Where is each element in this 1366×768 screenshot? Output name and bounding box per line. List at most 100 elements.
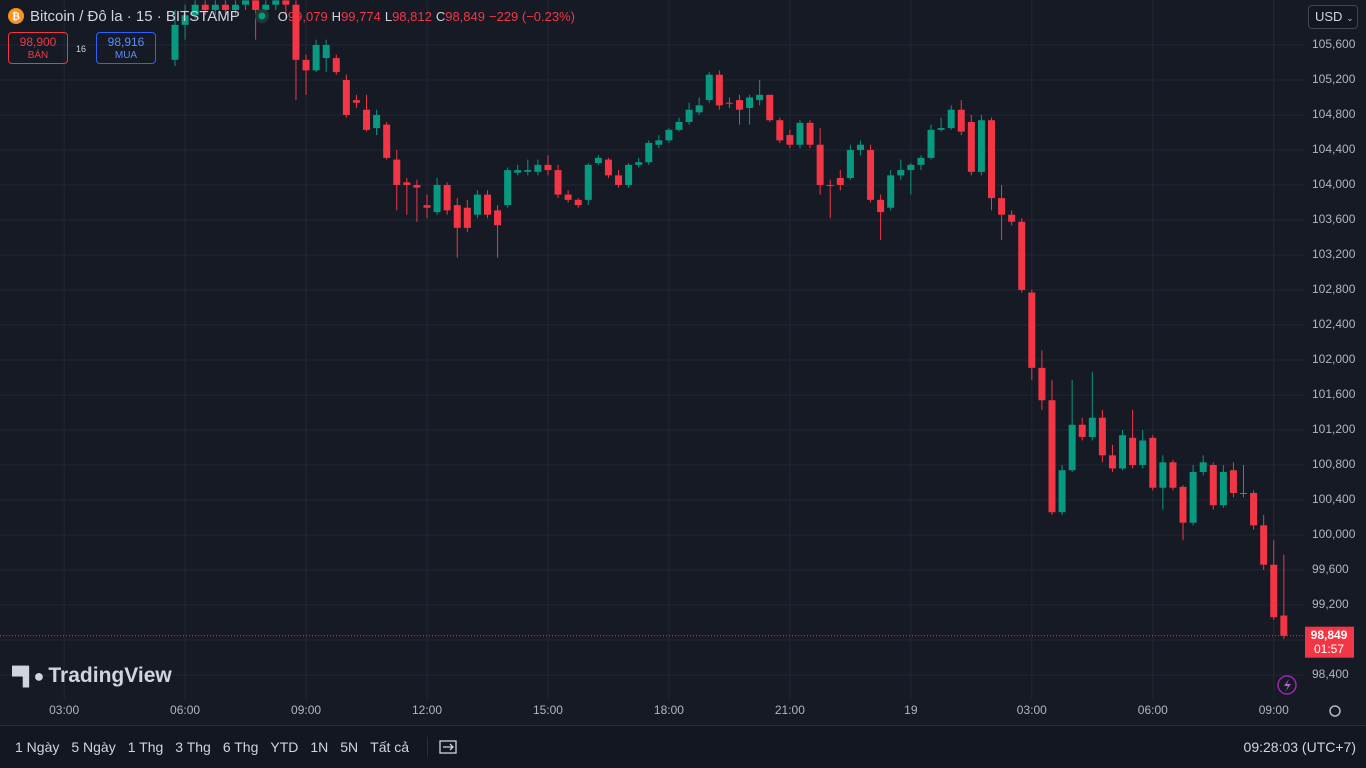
clock[interactable]: 09:28:03 (UTC+7) (1243, 739, 1356, 755)
symbol-header: ₿ Bitcoin / Đô la · 15 · BITSTAMP O 99,07… (8, 6, 575, 26)
countdown-label: 01:57 (1314, 642, 1344, 656)
ohlc-key: H (331, 8, 342, 24)
candle-body (483, 194, 491, 215)
range-button[interactable]: Tất cả (370, 739, 410, 755)
candle-body (312, 44, 320, 71)
candle-body (1028, 292, 1036, 368)
ohlc-values: O 99,079 H 99,774 L 98,812 C 98,849 (278, 9, 489, 24)
x-tick-label: 19 (904, 703, 918, 717)
candle-body (977, 120, 985, 172)
buy-label: MUA (114, 50, 138, 61)
ohlc-value: 99,774 (341, 8, 381, 24)
candle-body (1189, 471, 1197, 523)
candle-body (332, 58, 340, 73)
candle-body (564, 194, 572, 200)
candle-body (534, 164, 542, 172)
candle-body (1149, 437, 1157, 488)
candle-body (282, 0, 290, 5)
candle-body (322, 44, 330, 59)
candle-body (352, 100, 360, 103)
range-button[interactable]: YTD (270, 739, 299, 755)
candle-body (655, 140, 663, 145)
candle-body (786, 135, 794, 145)
date-range-icon[interactable] (427, 737, 460, 757)
svg-text:₿: ₿ (12, 11, 20, 23)
candle-body (867, 149, 875, 200)
y-tick-label: 98,400 (1312, 667, 1349, 681)
range-button[interactable]: 1 Thg (127, 739, 164, 755)
sell-button[interactable]: 98,900 BÁN (8, 32, 68, 64)
ohlc-value: 98,849 (445, 8, 485, 24)
candle-body (1008, 214, 1016, 222)
candle-body (1209, 464, 1217, 506)
y-tick-label: 102,400 (1312, 317, 1356, 331)
ohlc-key: C (435, 8, 446, 24)
x-tick-label: 06:00 (170, 703, 200, 717)
candle-body (625, 164, 633, 185)
candle-body (907, 164, 915, 171)
x-tick-label: 09:00 (1259, 703, 1289, 717)
candle-body (584, 164, 592, 200)
candle-body (957, 109, 965, 132)
symbol-name[interactable]: Bitcoin / Đô la · 15 · BITSTAMP (30, 7, 240, 25)
y-tick-label: 101,600 (1312, 387, 1356, 401)
candle-body (766, 94, 774, 121)
candle-body (635, 162, 643, 165)
candle-body (615, 175, 623, 185)
candle-body (1018, 221, 1026, 290)
candle-body (1048, 400, 1056, 513)
tradingview-logo: ▀▌● TradingView (12, 664, 172, 688)
candle-body (373, 114, 381, 129)
candle-body (725, 102, 733, 104)
candle-body (1038, 367, 1046, 401)
y-tick-label: 99,200 (1312, 597, 1349, 611)
settings-icon[interactable] (1329, 705, 1341, 717)
candle-body (947, 109, 955, 129)
candle-body (1119, 435, 1127, 469)
candle-body (746, 97, 754, 108)
range-button[interactable]: 1N (310, 739, 329, 755)
x-tick-label: 21:00 (775, 703, 805, 717)
candle-body (917, 157, 925, 165)
range-button[interactable]: 1 Ngày (15, 739, 60, 755)
candle-body (897, 170, 905, 176)
candle-body (1179, 486, 1187, 523)
price-change: −229 (−0.23%) (488, 8, 575, 24)
candle-body (1159, 462, 1167, 488)
candle-body (998, 198, 1006, 215)
ohlc-key: L (384, 8, 393, 24)
grid (0, 0, 1305, 700)
range-button[interactable]: 5N (340, 739, 359, 755)
range-button[interactable]: 5 Ngày (71, 739, 116, 755)
bottom-toolbar: 1 Ngày 5 Ngày 1 Thg 3 Thg 6 Thg YTD 1N 5N Tất cả… (0, 725, 1366, 768)
candle-body (776, 120, 784, 141)
candle-body (1229, 470, 1237, 493)
candle-body (494, 210, 502, 226)
candle-body (252, 0, 260, 10)
y-tick-label: 104,400 (1312, 142, 1356, 156)
candle-body (1169, 462, 1177, 488)
candle-body (514, 170, 522, 173)
candle-body (242, 0, 250, 5)
candle-body (262, 4, 270, 10)
candle-body (796, 122, 804, 145)
candles (0, 0, 1305, 639)
candle-body (735, 100, 743, 110)
candle-body (846, 149, 854, 178)
candle-body (403, 182, 411, 185)
candle-body (221, 4, 229, 10)
candle-body (463, 207, 471, 228)
market-status (254, 9, 269, 23)
buy-button[interactable]: 98,916 MUA (96, 32, 156, 64)
candle-body (1219, 471, 1227, 506)
range-button[interactable]: 3 Thg (175, 739, 211, 755)
x-tick-label: 15:00 (533, 703, 563, 717)
range-button[interactable]: 6 Thg (222, 739, 259, 755)
candle-body (504, 170, 512, 206)
y-tick-label: 104,800 (1312, 107, 1356, 121)
alert-icon[interactable] (1277, 675, 1297, 695)
candle-body (665, 129, 673, 141)
last-price-box (1305, 626, 1354, 658)
currency-button[interactable]: USD ⌄ (1308, 5, 1358, 29)
ohlc-key: O (277, 8, 288, 24)
